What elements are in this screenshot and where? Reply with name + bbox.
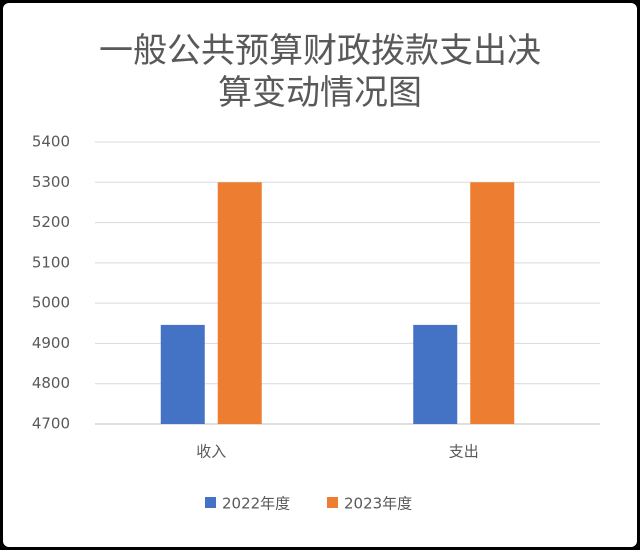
y-tick-label: 4700 [32,415,70,433]
bar [217,182,262,424]
legend-label: 2022年度 [222,495,290,513]
y-tick-label: 5100 [32,253,70,271]
chart-title: 一般公共预算财政拨款支出决算变动情况图 [99,31,541,113]
legend-swatch [205,497,216,508]
chart-frame [3,3,637,547]
y-tick-label: 5400 [32,133,70,151]
y-tick-label: 5000 [32,294,70,312]
bar [160,324,205,424]
x-tick-label: 收入 [196,443,226,461]
x-tick-label: 支出 [449,443,479,461]
bar [413,324,458,424]
bar [470,182,515,424]
y-tick-label: 5300 [32,173,70,191]
legend-label: 2023年度 [344,495,412,513]
y-tick-label: 4800 [32,374,70,392]
y-tick-label: 5200 [32,213,70,231]
legend-swatch [327,497,338,508]
y-tick-label: 4900 [32,334,70,352]
